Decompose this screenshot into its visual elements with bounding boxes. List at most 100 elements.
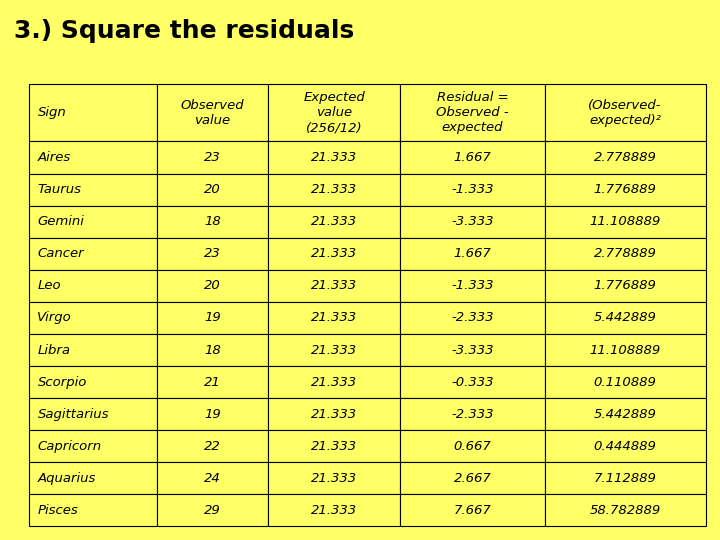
Text: 2.667: 2.667 bbox=[454, 472, 491, 485]
Text: 58.782889: 58.782889 bbox=[590, 504, 661, 517]
Text: 19: 19 bbox=[204, 408, 221, 421]
Text: 0.110889: 0.110889 bbox=[594, 376, 657, 389]
Text: Scorpio: Scorpio bbox=[37, 376, 87, 389]
Bar bbox=[268, 206, 400, 238]
Bar bbox=[400, 173, 544, 206]
Text: 5.442889: 5.442889 bbox=[594, 312, 657, 325]
Text: -2.333: -2.333 bbox=[451, 312, 494, 325]
Bar bbox=[157, 302, 268, 334]
Text: 22: 22 bbox=[204, 440, 221, 453]
Text: 21.333: 21.333 bbox=[311, 247, 357, 260]
Text: 7.112889: 7.112889 bbox=[594, 472, 657, 485]
Text: 3.) Square the residuals: 3.) Square the residuals bbox=[14, 19, 355, 43]
Bar bbox=[157, 495, 268, 526]
Text: -3.333: -3.333 bbox=[451, 215, 494, 228]
Bar bbox=[29, 141, 157, 173]
Text: 20: 20 bbox=[204, 183, 221, 196]
Text: 2.778889: 2.778889 bbox=[594, 247, 657, 260]
Bar bbox=[29, 206, 157, 238]
Bar bbox=[544, 238, 706, 270]
Bar bbox=[268, 334, 400, 366]
Text: 0.667: 0.667 bbox=[454, 440, 491, 453]
Text: Capricorn: Capricorn bbox=[37, 440, 102, 453]
Bar bbox=[400, 462, 544, 495]
Bar bbox=[544, 270, 706, 302]
Bar bbox=[157, 270, 268, 302]
Text: Gemini: Gemini bbox=[37, 215, 84, 228]
Bar bbox=[29, 238, 157, 270]
Text: -1.333: -1.333 bbox=[451, 279, 494, 292]
Bar bbox=[29, 495, 157, 526]
Text: -3.333: -3.333 bbox=[451, 343, 494, 356]
Text: 1.776889: 1.776889 bbox=[594, 279, 657, 292]
Text: 21.333: 21.333 bbox=[311, 376, 357, 389]
Text: 21.333: 21.333 bbox=[311, 504, 357, 517]
Bar bbox=[29, 302, 157, 334]
Text: Sagittarius: Sagittarius bbox=[37, 408, 109, 421]
Text: 21.333: 21.333 bbox=[311, 279, 357, 292]
Bar bbox=[157, 141, 268, 173]
Bar bbox=[268, 173, 400, 206]
Bar bbox=[29, 398, 157, 430]
Bar bbox=[544, 495, 706, 526]
Text: 29: 29 bbox=[204, 504, 221, 517]
Text: 18: 18 bbox=[204, 343, 221, 356]
Text: Residual =
Observed -
expected: Residual = Observed - expected bbox=[436, 91, 509, 134]
Bar bbox=[157, 206, 268, 238]
Bar bbox=[544, 173, 706, 206]
Text: -1.333: -1.333 bbox=[451, 183, 494, 196]
Bar bbox=[268, 462, 400, 495]
Bar bbox=[400, 334, 544, 366]
Text: 11.108889: 11.108889 bbox=[590, 343, 661, 356]
Bar bbox=[544, 206, 706, 238]
Text: (Observed-
expected)²: (Observed- expected)² bbox=[588, 99, 662, 126]
Text: 1.667: 1.667 bbox=[454, 247, 491, 260]
Bar bbox=[268, 141, 400, 173]
Bar bbox=[400, 270, 544, 302]
Bar bbox=[400, 430, 544, 462]
Bar bbox=[400, 302, 544, 334]
Text: 1.776889: 1.776889 bbox=[594, 183, 657, 196]
Bar bbox=[268, 270, 400, 302]
Text: Taurus: Taurus bbox=[37, 183, 81, 196]
Bar bbox=[400, 84, 544, 141]
Bar bbox=[544, 398, 706, 430]
Text: -2.333: -2.333 bbox=[451, 408, 494, 421]
Text: 19: 19 bbox=[204, 312, 221, 325]
Bar bbox=[400, 141, 544, 173]
Text: 2.778889: 2.778889 bbox=[594, 151, 657, 164]
Bar bbox=[544, 84, 706, 141]
Bar bbox=[29, 84, 157, 141]
Text: Libra: Libra bbox=[37, 343, 71, 356]
Bar bbox=[157, 238, 268, 270]
Text: 21.333: 21.333 bbox=[311, 440, 357, 453]
Bar bbox=[544, 334, 706, 366]
Bar bbox=[268, 84, 400, 141]
Text: Aquarius: Aquarius bbox=[37, 472, 96, 485]
Text: 24: 24 bbox=[204, 472, 221, 485]
Text: 1.667: 1.667 bbox=[454, 151, 491, 164]
Bar bbox=[400, 206, 544, 238]
Text: 21.333: 21.333 bbox=[311, 183, 357, 196]
Text: 21.333: 21.333 bbox=[311, 312, 357, 325]
Text: 18: 18 bbox=[204, 215, 221, 228]
Bar bbox=[157, 366, 268, 398]
Bar bbox=[544, 141, 706, 173]
Bar bbox=[400, 238, 544, 270]
Text: 21.333: 21.333 bbox=[311, 215, 357, 228]
Bar bbox=[544, 366, 706, 398]
Text: 5.442889: 5.442889 bbox=[594, 408, 657, 421]
Bar bbox=[268, 302, 400, 334]
Bar bbox=[400, 495, 544, 526]
Bar bbox=[268, 366, 400, 398]
Text: Cancer: Cancer bbox=[37, 247, 84, 260]
Bar bbox=[268, 430, 400, 462]
Bar bbox=[29, 270, 157, 302]
Text: Observed
value: Observed value bbox=[181, 99, 244, 126]
Bar bbox=[157, 430, 268, 462]
Bar bbox=[29, 430, 157, 462]
Bar bbox=[544, 462, 706, 495]
Bar bbox=[400, 366, 544, 398]
Text: 0.444889: 0.444889 bbox=[594, 440, 657, 453]
Bar bbox=[157, 334, 268, 366]
